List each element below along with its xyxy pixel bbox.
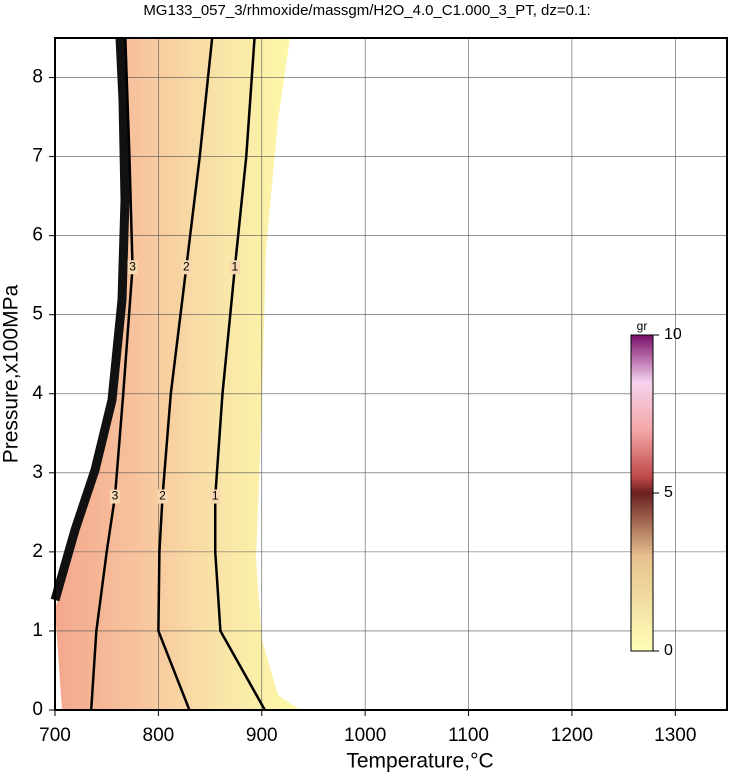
y-axis-label: Pressure,x100MPa (0, 284, 23, 463)
boundary-band (50, 37, 130, 602)
contour-label-bg (229, 260, 240, 275)
grid (54, 38, 727, 711)
y-tick-label: 5 (32, 304, 43, 325)
x-tick-label: 900 (246, 725, 278, 746)
x-tick-label: 1200 (551, 725, 593, 746)
colorbar (630, 334, 654, 652)
contour-label-bg (210, 489, 221, 504)
x-tick-label: 700 (39, 725, 71, 746)
contour-label: 1 (232, 259, 239, 273)
x-axis-label: Temperature,°C (346, 750, 493, 773)
y-tick-label: 8 (32, 67, 43, 88)
y-tick-label: 6 (32, 225, 43, 246)
contour-line (89, 37, 134, 711)
contour-label: 3 (129, 259, 136, 273)
contours: 1 1 2 2 3 3 (89, 37, 266, 711)
y-tick-label: 3 (32, 462, 43, 483)
contour-label-bg (127, 260, 138, 275)
x-tick-label: 1000 (344, 725, 386, 746)
y-tick-label: 7 (32, 146, 43, 167)
contour-label: 2 (159, 489, 166, 503)
colorbar-ticks: 0 5 10 (653, 326, 682, 659)
contour-line (213, 37, 266, 711)
x-tick-label: 1300 (654, 725, 696, 746)
y-tick-label: 2 (32, 541, 43, 562)
colorbar-tick-label: 5 (664, 484, 673, 501)
y-tick-label: 1 (32, 620, 43, 641)
colorbar-tick-label: 10 (664, 326, 682, 343)
contour-label: 1 (212, 489, 219, 503)
colorbar-tick-label: 0 (664, 642, 673, 659)
x-tick-label: 1100 (448, 725, 489, 746)
contour-label-bg (109, 489, 120, 504)
contour-label-bg (157, 489, 168, 504)
chart-title: MG133_057_3/rhmoxide/massgm/H2O_4.0_C1.0… (143, 2, 590, 19)
field-region (55, 38, 300, 710)
contour-label-bg (181, 260, 192, 275)
y-tick-label: 0 (32, 699, 43, 720)
contour-label: 3 (112, 489, 119, 503)
colorbar-label: gr (637, 319, 648, 333)
x-tick-label: 800 (143, 725, 175, 746)
plot-frame (54, 37, 728, 711)
contour-label: 2 (183, 259, 190, 273)
contour-line (157, 37, 214, 711)
y-tick-label: 4 (32, 383, 43, 404)
